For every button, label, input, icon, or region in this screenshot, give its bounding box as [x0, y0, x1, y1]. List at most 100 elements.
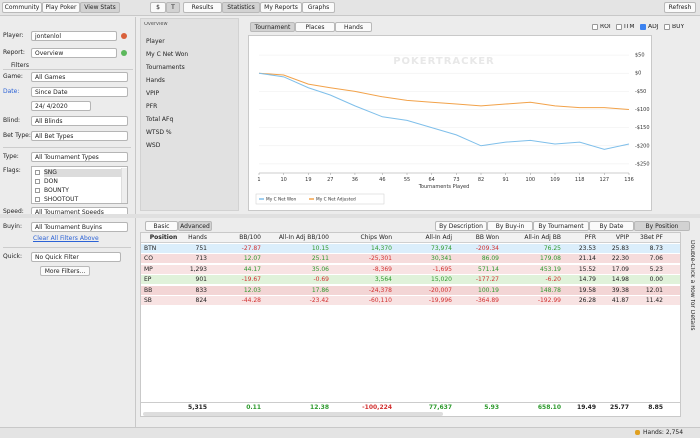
table-cell: MP — [144, 265, 153, 273]
option-checkbox[interactable] — [640, 24, 646, 30]
table-cell: 3,564 — [374, 276, 392, 284]
totals-border — [141, 402, 680, 403]
legend-label: My C Net Adjusted — [316, 197, 356, 203]
flag-checkbox[interactable] — [35, 188, 40, 193]
column-header[interactable]: VPIP — [615, 234, 629, 241]
x-tick-label: 127 — [600, 177, 610, 183]
status-bar — [0, 427, 700, 438]
flag-checkbox[interactable] — [35, 170, 40, 175]
column-header[interactable]: BB/100 — [239, 234, 261, 241]
dropdown[interactable]: Since Date — [31, 87, 128, 97]
column-header[interactable]: All-In Adj BB/100 — [278, 234, 329, 241]
grouping-button[interactable]: By Date — [589, 221, 634, 231]
table-cell: 179.08 — [540, 255, 561, 263]
flag-item[interactable]: DON — [44, 178, 58, 185]
table-cell: -19,996 — [428, 297, 452, 304]
series-line — [258, 72, 630, 150]
table-row[interactable] — [141, 296, 680, 306]
overview-item[interactable]: VPIP — [146, 90, 160, 97]
column-header[interactable]: Position — [149, 234, 178, 241]
graph-tab[interactable]: Tournament — [250, 22, 295, 32]
table-hint: Double-Click a Row for Details — [689, 240, 695, 331]
table-cell: 713 — [195, 255, 207, 263]
table-tab[interactable]: Basic — [145, 221, 178, 231]
view-tab[interactable]: Graphs — [302, 2, 335, 13]
table-cell: 15,020 — [431, 276, 452, 284]
overview-item[interactable]: PFR — [146, 103, 158, 110]
table-cell: 35.06 — [311, 265, 329, 273]
table-cell: 39.38 — [611, 286, 629, 294]
flag-item[interactable]: SHOOTOUT — [44, 196, 79, 203]
dropdown[interactable]: Overview — [31, 48, 117, 58]
table-cell: -19.67 — [241, 276, 261, 284]
column-header[interactable]: BB Won — [475, 234, 499, 241]
top-tab[interactable]: Play Poker — [42, 2, 80, 13]
watermark: POKERTRACKER — [393, 56, 495, 67]
table-row[interactable] — [141, 254, 680, 265]
dropdown[interactable]: No Quick Filter — [31, 252, 121, 262]
table-row[interactable] — [141, 285, 680, 296]
option-checkbox[interactable] — [592, 24, 598, 30]
table-cell: 0.00 — [649, 276, 663, 284]
column-header[interactable]: 3Bet PF — [640, 234, 663, 241]
table-row[interactable] — [141, 264, 680, 275]
dropdown[interactable]: All Bet Types — [31, 131, 128, 141]
dropdown[interactable]: All Games — [31, 72, 128, 82]
table-row[interactable] — [141, 244, 680, 254]
flag-checkbox[interactable] — [35, 179, 40, 184]
overview-item[interactable]: Tournaments — [146, 64, 185, 71]
view-tab[interactable]: Statistics — [222, 2, 260, 13]
grouping-button[interactable]: By Description — [435, 221, 487, 231]
top-tab[interactable]: Community — [2, 2, 42, 13]
x-tick-label: 36 — [352, 177, 358, 183]
table-cell: 12.03 — [243, 286, 261, 294]
date-field[interactable]: 24/ 4/2020 — [31, 101, 91, 111]
table-cell: EP — [144, 276, 152, 284]
flag-item[interactable]: BOUNTY — [44, 187, 69, 194]
overview-item[interactable]: WSD — [146, 142, 161, 149]
graph-tab[interactable]: Hands — [335, 22, 372, 32]
table-cell: -177.27 — [475, 276, 499, 284]
currency-tab[interactable]: $ — [150, 2, 166, 13]
table-cell: 7.06 — [649, 255, 663, 263]
overview-item[interactable]: Player — [146, 38, 165, 45]
column-header[interactable]: All-In Adj — [425, 234, 452, 241]
currency-tab[interactable]: T — [166, 2, 180, 13]
overview-item[interactable]: My C Net Won — [146, 51, 189, 58]
column-header[interactable]: 4Bet — [665, 234, 680, 242]
grouping-button[interactable]: By Tournament — [533, 221, 589, 231]
filter-label: Speed: — [3, 208, 24, 215]
legend-label: My C Net Won — [266, 197, 297, 203]
column-header[interactable]: Hands — [188, 234, 207, 241]
column-header[interactable]: PFR — [584, 234, 596, 241]
clear-filters-link[interactable]: Clear All Filters Above — [33, 235, 99, 242]
top-tab[interactable]: View Stats — [80, 2, 120, 13]
overview-item[interactable]: Total AFq — [146, 116, 174, 123]
grouping-button[interactable]: By Position — [634, 221, 690, 231]
column-header[interactable]: Chips Won — [360, 234, 392, 241]
dropdown[interactable]: All Tournament Types — [31, 152, 128, 162]
dropdown[interactable]: All Blinds — [31, 116, 128, 126]
refresh-button[interactable]: Refresh — [664, 2, 696, 13]
option-checkbox[interactable] — [664, 24, 670, 30]
overview-item[interactable]: WTSD % — [146, 129, 172, 136]
filter-label: Game: — [3, 73, 23, 80]
dropdown[interactable]: jontenlol — [31, 31, 117, 41]
more-filters-button[interactable]: More Filters... — [40, 266, 90, 276]
option-label: ADJ — [648, 24, 659, 30]
table-row[interactable] — [141, 275, 680, 286]
view-tab[interactable]: Results — [183, 2, 222, 13]
grouping-button[interactable]: By Buy-in — [487, 221, 533, 231]
dropdown[interactable]: All Tournament Buyins — [31, 222, 128, 232]
table-tab[interactable]: Advanced — [178, 221, 212, 231]
graph-tab[interactable]: Places — [295, 22, 335, 32]
flags-scrollbar — [121, 168, 127, 203]
option-checkbox[interactable] — [616, 24, 622, 30]
x-tick-label: 109 — [550, 177, 560, 183]
overview-item[interactable]: Hands — [146, 77, 165, 84]
view-tab[interactable]: My Reports — [260, 2, 302, 13]
column-header[interactable]: All-in Adj BB — [524, 234, 561, 241]
flag-checkbox[interactable] — [35, 197, 40, 202]
y-tick-label: -$150 — [635, 125, 650, 131]
flag-item[interactable]: SNG — [44, 169, 124, 177]
